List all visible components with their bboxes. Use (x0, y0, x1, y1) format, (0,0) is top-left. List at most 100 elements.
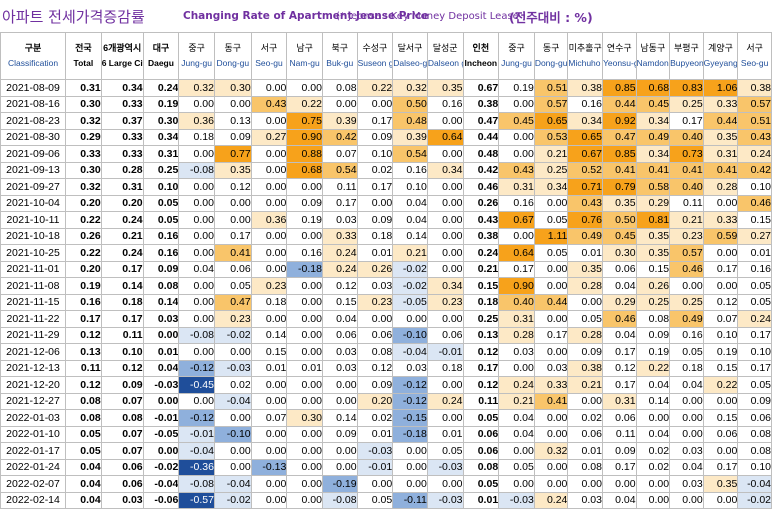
cell-value: 0.00 (250, 425, 288, 443)
cell-value: 0.79 (601, 178, 637, 196)
cell-value: 0.03 (100, 491, 144, 509)
cell-value: 0.00 (426, 376, 464, 394)
cell-value: 0.00 (213, 442, 252, 460)
cell-value: 0.06 (737, 409, 772, 427)
cell-value: -0.36 (178, 458, 215, 476)
cell-value: 0.18 (426, 359, 464, 377)
row-date: 2021-11-29 (0, 326, 67, 344)
cell-value: -0.08 (178, 161, 215, 179)
cell-value: -0.12 (392, 376, 428, 394)
cell-value: -0.19 (321, 475, 358, 493)
header-col-2: 대구 Daegu (142, 32, 180, 80)
cell-value: 0.59 (702, 227, 739, 245)
cell-value: 0.06 (321, 326, 358, 344)
cell-value: 0.06 (462, 442, 500, 460)
cell-value: 0.23 (426, 293, 464, 311)
cell-value: 0.35 (426, 79, 464, 97)
cell-value: 0.00 (533, 409, 569, 427)
cell-value: 0.42 (737, 161, 772, 179)
row-date: 2021-11-01 (0, 260, 67, 278)
table-row: 2021-12-27 0.08 0.07 0.00 0.00 -0.04 0.00 0.00 0… (0, 392, 772, 410)
cell-value: 0.34 (426, 277, 464, 295)
cell-value: 0.38 (462, 227, 500, 245)
table-row: 2022-01-17 0.05 0.07 0.00 -0.04 0.00 0.00 0.00 0… (0, 442, 772, 460)
cell-value: 0.13 (213, 112, 252, 130)
cell-value: 0.00 (250, 491, 288, 509)
cell-value: 0.03 (392, 359, 428, 377)
cell-value: 0.68 (635, 79, 671, 97)
cell-value: 0.11 (669, 194, 704, 212)
cell-value: 0.32 (178, 79, 215, 97)
cell-value: 0.02 (356, 409, 394, 427)
cell-value: -0.01 (426, 343, 464, 361)
cell-value: -0.12 (392, 392, 428, 410)
row-date: 2022-01-24 (0, 458, 67, 476)
cell-value: 0.45 (498, 112, 535, 130)
cell-value: 0.16 (65, 293, 102, 311)
cell-value: 0.24 (498, 376, 535, 394)
header-col-1: 6개광역시 6 Large Cities (100, 32, 144, 80)
jeonse-rate-table: 구분 Classification 전국 Total 6개광역시 6 Large Ci… (0, 32, 772, 509)
cell-value: -0.02 (213, 326, 252, 344)
cell-value: 0.88 (286, 145, 323, 163)
cell-value: 0.17 (601, 343, 637, 361)
header-col-ko: 6개광역시 (103, 43, 142, 53)
cell-value: -0.02 (213, 491, 252, 509)
cell-value: -0.45 (178, 376, 215, 394)
cell-value: 0.35 (601, 194, 637, 212)
cell-value: 0.33 (533, 376, 569, 394)
cell-value: 0.00 (286, 491, 323, 509)
cell-value: -0.12 (178, 409, 215, 427)
cell-value: 0.90 (498, 277, 535, 295)
cell-value: 0.17 (601, 376, 637, 394)
cell-value: 0.00 (356, 194, 394, 212)
cell-value: 0.14 (321, 409, 358, 427)
cell-value: 0.38 (567, 79, 603, 97)
header-col-ko: 달성군 (432, 43, 458, 53)
cell-value: 0.04 (498, 409, 535, 427)
unit-label: (전주대비 : %) (509, 10, 593, 25)
header-col-ko: 전국 (75, 43, 92, 53)
cell-value: 0.47 (601, 128, 637, 146)
cell-value: 0.49 (635, 128, 671, 146)
cell-value: 0.39 (392, 128, 428, 146)
cell-value: 0.00 (635, 409, 671, 427)
page-title: 아파트 전세가격증감률 (2, 8, 145, 26)
cell-value: 0.07 (100, 425, 144, 443)
cell-value: 0.01 (567, 244, 603, 262)
cell-value: 0.32 (533, 442, 569, 460)
cell-value: 0.35 (567, 260, 603, 278)
table-row: 2022-01-03 0.08 0.08 -0.01 -0.12 0.00 0.07 0.30… (0, 409, 772, 427)
cell-value: 0.17 (213, 227, 252, 245)
row-date: 2021-09-13 (0, 161, 67, 179)
cell-value: 0.33 (702, 211, 739, 229)
cell-value: 0.00 (286, 458, 323, 476)
cell-value: 0.38 (567, 359, 603, 377)
cell-value: 0.02 (567, 409, 603, 427)
cell-value: 0.19 (65, 277, 102, 295)
cell-value: 0.04 (669, 376, 704, 394)
cell-value: 0.12 (65, 376, 102, 394)
cell-value: 0.03 (356, 277, 394, 295)
cell-value: 0.00 (669, 425, 704, 443)
cell-value: 0.00 (178, 194, 215, 212)
cell-value: 0.34 (533, 178, 569, 196)
cell-value: 0.40 (669, 128, 704, 146)
cell-value: 0.16 (498, 194, 535, 212)
cell-value: 0.51 (737, 112, 772, 130)
cell-value: 0.10 (737, 343, 772, 361)
header-col-en: 6 Large Cities (101, 58, 143, 68)
cell-value: 0.28 (100, 161, 144, 179)
cell-value: 0.00 (426, 227, 464, 245)
cell-value: 0.08 (100, 409, 144, 427)
cell-value: 0.01 (142, 343, 180, 361)
row-date: 2022-02-07 (0, 475, 67, 493)
cell-value: 0.00 (142, 392, 180, 410)
table-row: 2021-11-22 0.17 0.17 0.03 0.00 0.23 0.00 0.00 0.… (0, 310, 772, 328)
cell-value: 0.00 (392, 475, 428, 493)
header-col-en: Seo-gu (740, 58, 769, 68)
cell-value: 0.17 (498, 260, 535, 278)
cell-value: 0.29 (65, 128, 102, 146)
cell-value: -0.03 (498, 491, 535, 509)
cell-value: 0.50 (392, 95, 428, 113)
